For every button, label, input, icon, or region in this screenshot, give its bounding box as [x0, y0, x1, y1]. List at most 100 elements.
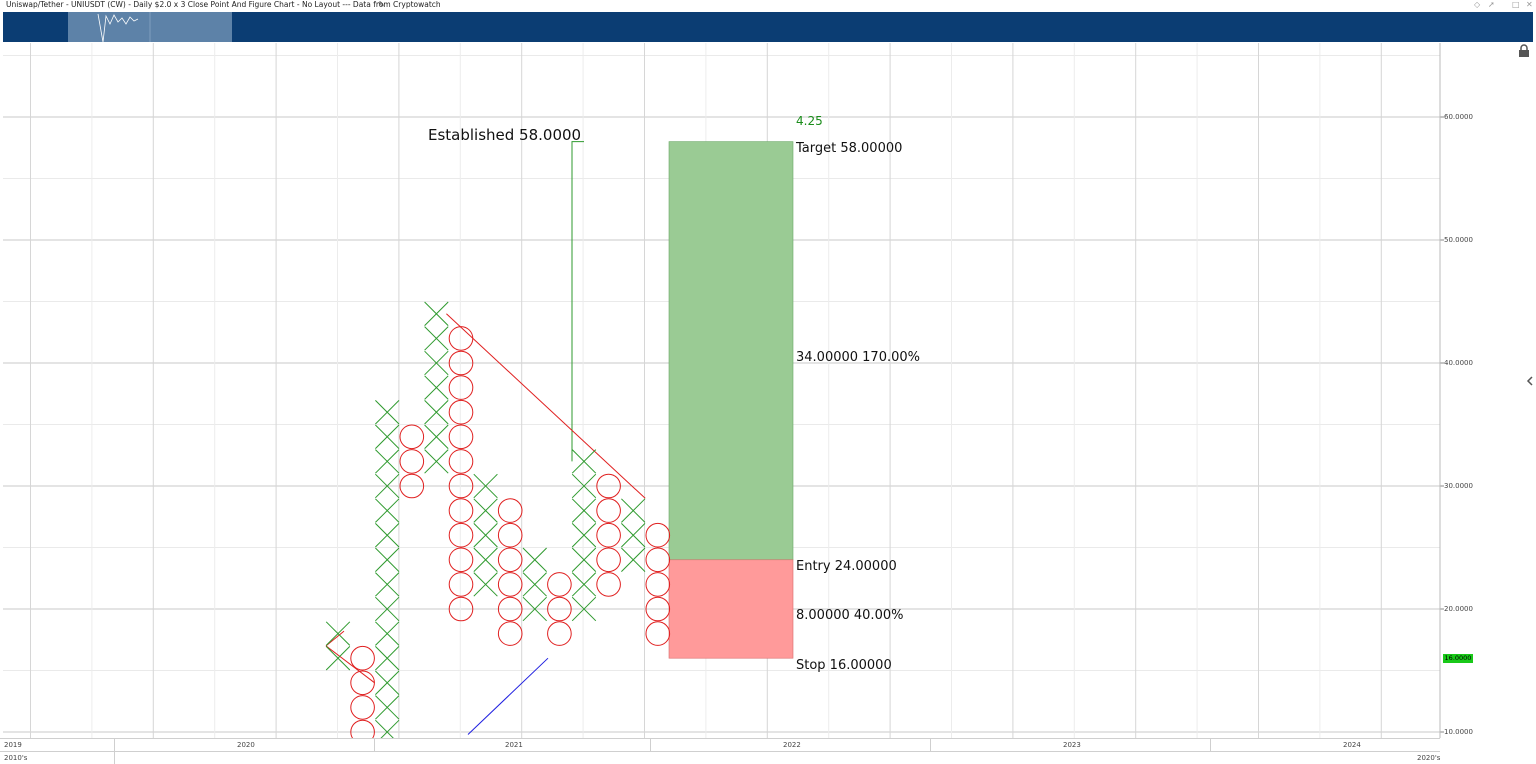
x-mark	[375, 646, 400, 671]
restore-icon[interactable]: □	[1512, 0, 1520, 9]
x-mark-stroke	[621, 547, 646, 572]
x-mark-stroke	[522, 547, 547, 572]
pencil-icon[interactable]: ✎	[378, 0, 385, 9]
x-mark	[375, 449, 400, 474]
x-mark	[424, 375, 449, 400]
x-axis-years[interactable]: 2019 2020 2021 2022 2023 2024	[0, 738, 1440, 751]
x-tick-label: 2023	[1063, 741, 1081, 749]
risk-reward-boxes	[668, 141, 794, 659]
x-mark-stroke	[473, 547, 498, 572]
x-mark	[375, 621, 400, 646]
pin-icon[interactable]: ➚	[1488, 0, 1495, 9]
o-mark	[448, 449, 474, 474]
x-mark	[325, 646, 351, 671]
o-mark	[448, 522, 474, 548]
y-tick-label: 50.0000	[1444, 236, 1473, 244]
o-mark	[645, 522, 671, 548]
x-mark	[424, 449, 449, 474]
o-mark	[448, 572, 474, 597]
x-mark-stroke	[375, 424, 400, 449]
reward-box	[668, 141, 794, 561]
trend-lines	[325, 141, 646, 735]
o-mark	[448, 498, 474, 523]
x-mark	[375, 400, 400, 425]
x-mark-stroke	[571, 473, 597, 499]
x-mark	[375, 523, 400, 548]
x-mark-stroke	[375, 523, 400, 548]
x-tick-label: 2021	[505, 741, 523, 749]
lock-icon[interactable]	[1517, 44, 1531, 58]
o-mark	[448, 375, 474, 400]
x-mark	[424, 424, 449, 449]
x-mark-stroke	[375, 449, 400, 474]
o-mark	[596, 498, 621, 523]
x-mark-stroke	[424, 350, 449, 376]
x-mark	[522, 572, 547, 597]
y-tick-label: 30.0000	[1444, 482, 1473, 490]
x-mark-stroke	[325, 621, 351, 646]
navigator-sparkline	[97, 12, 151, 43]
o-mark	[497, 621, 523, 646]
o-mark	[448, 424, 474, 450]
x-mark	[621, 523, 646, 548]
navigator-window[interactable]	[68, 12, 232, 43]
o-mark	[547, 596, 572, 622]
x-mark-stroke	[571, 547, 597, 572]
o-mark	[596, 547, 621, 573]
x-mark	[325, 621, 351, 646]
x-mark-stroke	[571, 596, 597, 622]
x-mark-stroke	[375, 572, 400, 597]
x-mark	[473, 473, 498, 499]
x-tick-label: 2022	[783, 741, 801, 749]
close-icon[interactable]: ✕	[1526, 0, 1533, 9]
o-mark	[547, 572, 572, 597]
x-tick-label: 2020's	[1417, 754, 1441, 762]
o-mark	[547, 621, 572, 646]
risk-box	[668, 559, 794, 659]
x-mark	[571, 473, 597, 499]
x-mark-stroke	[473, 498, 498, 523]
x-mark-stroke	[571, 498, 597, 523]
o-mark	[350, 645, 375, 671]
x-axis-decades[interactable]: 2010's 2020's	[0, 751, 1440, 764]
x-mark-stroke	[375, 695, 400, 720]
bullish-trend-line	[467, 657, 549, 735]
o-mark	[596, 473, 621, 499]
x-mark-stroke	[621, 498, 646, 523]
x-mark	[375, 596, 400, 622]
x-mark-stroke	[375, 547, 400, 572]
established-line	[571, 141, 584, 462]
x-mark	[571, 547, 597, 572]
o-mark	[645, 547, 671, 573]
chevron-left-icon[interactable]	[1525, 374, 1535, 388]
x-mark	[571, 523, 597, 548]
target-label: Target 58.00000	[796, 141, 903, 156]
x-mark	[473, 523, 498, 548]
x-mark-stroke	[375, 646, 400, 671]
reward-label: 34.00000 170.00%	[796, 350, 921, 365]
x-mark	[375, 473, 400, 499]
diamond-icon[interactable]: ◇	[1474, 0, 1481, 9]
o-mark	[497, 572, 523, 597]
x-mark-stroke	[473, 572, 498, 597]
x-mark-stroke	[424, 400, 449, 425]
x-mark	[522, 596, 547, 622]
x-tick-label: 2010's	[4, 754, 28, 762]
trend-line-1	[325, 630, 345, 647]
navigator-bar[interactable]	[3, 12, 1533, 42]
y-tick-label: 60.0000	[1444, 113, 1473, 121]
x-mark-stroke	[375, 473, 400, 499]
x-mark	[473, 498, 498, 523]
x-mark	[571, 449, 597, 474]
x-mark	[424, 350, 449, 376]
o-mark	[350, 670, 375, 696]
x-mark	[375, 547, 400, 572]
x-mark	[571, 498, 597, 523]
o-mark	[596, 572, 621, 597]
x-tick-label: 2020	[237, 741, 255, 749]
o-mark	[645, 572, 671, 597]
x-mark	[571, 572, 597, 597]
x-mark-stroke	[424, 301, 449, 326]
x-mark-stroke	[375, 670, 400, 695]
